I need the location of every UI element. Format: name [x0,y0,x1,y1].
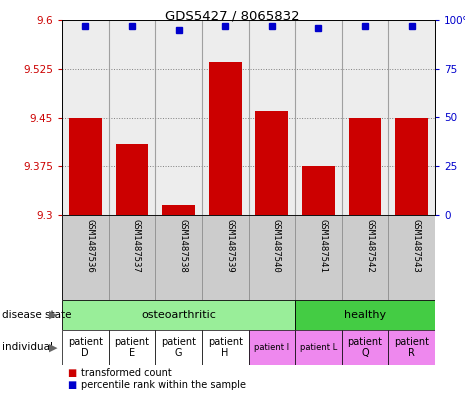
Bar [248,330,295,365]
Text: patient
G: patient G [161,337,196,358]
Text: GSM1487537: GSM1487537 [132,219,141,273]
Bar [62,20,109,215]
Text: GSM1487541: GSM1487541 [319,219,327,273]
Bar [162,205,195,215]
Bar [62,215,109,300]
Text: individual: individual [2,343,53,353]
Bar [295,300,435,330]
Bar [388,330,435,365]
Bar [62,330,109,365]
Bar [342,215,388,300]
Text: osteoarthritic: osteoarthritic [141,310,216,320]
Bar [109,330,155,365]
Text: patient
R: patient R [394,337,429,358]
Text: ■: ■ [66,368,76,378]
Text: ■: ■ [66,380,76,390]
Bar [342,20,388,215]
Bar [202,215,248,300]
Text: patient
D: patient D [68,337,103,358]
Bar [155,215,202,300]
Text: percentile rank within the sample: percentile rank within the sample [80,380,246,390]
Text: GSM1487540: GSM1487540 [272,219,281,273]
Bar [109,215,155,300]
Text: patient
Q: patient Q [347,337,383,358]
Bar [388,20,435,215]
Bar [395,118,428,215]
Text: GSM1487542: GSM1487542 [365,219,374,273]
Bar [295,215,342,300]
Text: transformed count: transformed count [80,368,171,378]
Text: GDS5427 / 8065832: GDS5427 / 8065832 [165,10,300,23]
Bar [116,143,148,215]
Bar [202,330,248,365]
Bar [155,330,202,365]
Bar [248,20,295,215]
Text: patient
H: patient H [208,337,243,358]
Text: patient L: patient L [300,343,337,352]
Text: patient
E: patient E [114,337,149,358]
Bar [302,166,335,215]
Bar [109,20,155,215]
Text: patient I: patient I [254,343,289,352]
Bar [388,215,435,300]
Bar [255,111,288,215]
Text: ▶: ▶ [49,310,57,320]
Bar [248,215,295,300]
Text: GSM1487539: GSM1487539 [225,219,234,273]
Text: GSM1487536: GSM1487536 [85,219,94,273]
Text: GSM1487543: GSM1487543 [412,219,421,273]
Bar [202,20,248,215]
Bar [69,118,102,215]
Bar [62,300,295,330]
Bar [295,20,342,215]
Bar [349,118,381,215]
Bar [295,330,342,365]
Bar [155,20,202,215]
Text: healthy: healthy [344,310,386,320]
Text: GSM1487538: GSM1487538 [179,219,187,273]
Text: disease state: disease state [2,310,72,320]
Text: ▶: ▶ [49,343,57,353]
Bar [342,330,388,365]
Bar [209,62,241,215]
